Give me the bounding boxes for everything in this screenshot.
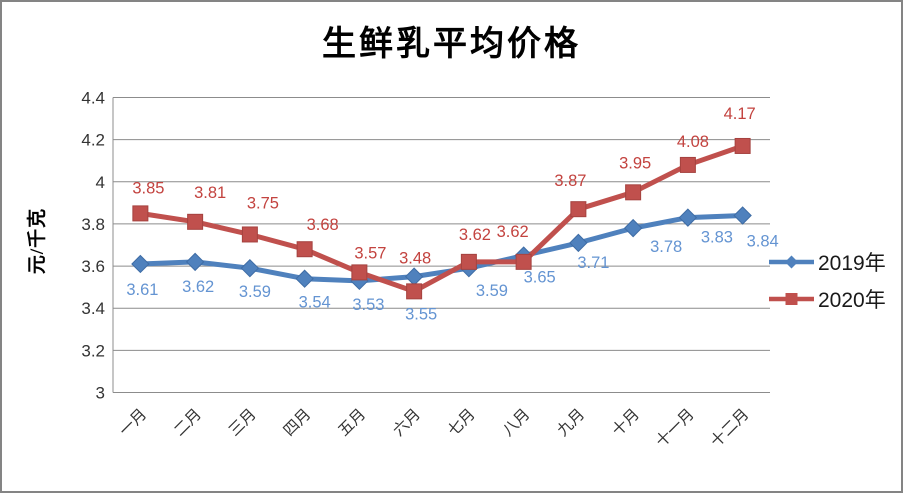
y-tick-label: 4.4 xyxy=(81,89,105,108)
data-label: 4.08 xyxy=(677,133,709,151)
data-label: 3.62 xyxy=(497,223,529,241)
data-point-marker xyxy=(406,283,423,300)
y-tick-label: 3.6 xyxy=(81,257,105,276)
y-tick-label: 3 xyxy=(96,384,105,403)
data-label: 3.62 xyxy=(459,226,491,244)
data-point-marker xyxy=(625,184,642,201)
x-tick-label: 四月 xyxy=(281,406,315,440)
x-tick-label: 八月 xyxy=(500,406,534,440)
data-label: 3.83 xyxy=(701,229,733,247)
y-tick-label: 3.2 xyxy=(81,341,105,360)
y-tick-label: 4.2 xyxy=(81,131,105,150)
x-tick-label: 二月 xyxy=(171,406,205,440)
data-label: 3.55 xyxy=(405,306,437,324)
data-point-marker xyxy=(460,253,477,270)
data-point-marker xyxy=(295,269,314,288)
x-tick-label: 十月 xyxy=(608,405,643,440)
data-label: 3.68 xyxy=(307,216,339,234)
data-point-marker xyxy=(241,226,258,243)
x-tick-label: 九月 xyxy=(554,405,589,440)
legend-label: 2019年 xyxy=(818,252,886,275)
x-tick-label: 一月 xyxy=(116,406,150,440)
data-label: 3.84 xyxy=(747,233,779,251)
x-tick-label: 五月 xyxy=(335,406,369,440)
data-label: 3.57 xyxy=(354,244,386,262)
data-point-marker xyxy=(570,201,587,218)
data-label: 3.75 xyxy=(247,194,279,212)
x-tick-label: 七月 xyxy=(444,405,479,440)
data-label: 3.61 xyxy=(126,281,158,299)
data-point-marker xyxy=(679,156,696,173)
data-label: 3.62 xyxy=(182,278,214,296)
data-label: 4.17 xyxy=(724,105,756,123)
data-label: 3.54 xyxy=(299,294,331,312)
x-tick-label: 三月 xyxy=(226,406,260,440)
data-label: 3.85 xyxy=(132,179,164,197)
data-label: 3.59 xyxy=(476,282,508,300)
data-point-marker xyxy=(569,233,588,253)
data-label: 3.59 xyxy=(239,283,271,301)
data-point-marker xyxy=(733,206,752,225)
data-point-marker xyxy=(187,213,204,230)
data-point-marker xyxy=(351,264,368,281)
legend-marker-2019年 xyxy=(769,255,814,269)
data-label: 3.87 xyxy=(554,172,586,190)
data-point-marker xyxy=(132,205,149,222)
legend-item-2019年: 2019年 xyxy=(768,248,886,276)
legend-item-2020年: 2020年 xyxy=(768,285,886,313)
data-point-marker xyxy=(131,254,150,274)
data-point-marker xyxy=(185,252,205,272)
x-tick-label: 六月 xyxy=(389,405,424,440)
data-label: 3.78 xyxy=(650,238,682,256)
series-line-2020年 xyxy=(137,143,746,294)
chart-title: 生鲜乳平均价格 xyxy=(322,26,581,63)
legend-marker-2020年 xyxy=(769,293,814,305)
series-line-2019年 xyxy=(137,213,746,284)
y-tick-label: 3.4 xyxy=(81,299,105,318)
x-tick-label: 十一月 xyxy=(652,405,698,451)
data-label: 3.95 xyxy=(619,154,651,172)
data-label: 3.53 xyxy=(352,296,384,314)
y-tick-label: 4 xyxy=(96,173,105,192)
data-label: 3.48 xyxy=(399,249,431,267)
y-tick-label: 3.8 xyxy=(81,215,105,234)
data-point-marker xyxy=(296,241,313,258)
data-point-marker xyxy=(404,267,424,286)
data-label: 3.81 xyxy=(194,184,226,202)
data-point-marker xyxy=(623,218,643,238)
legend-label: 2020年 xyxy=(818,289,886,312)
data-label: 3.71 xyxy=(577,254,609,272)
x-tick-label: 十二月 xyxy=(707,405,753,451)
data-point-marker xyxy=(515,253,532,270)
data-point-marker xyxy=(678,208,698,227)
data-point-marker xyxy=(734,137,751,154)
data-point-marker xyxy=(240,258,260,278)
data-label: 3.65 xyxy=(524,269,556,287)
